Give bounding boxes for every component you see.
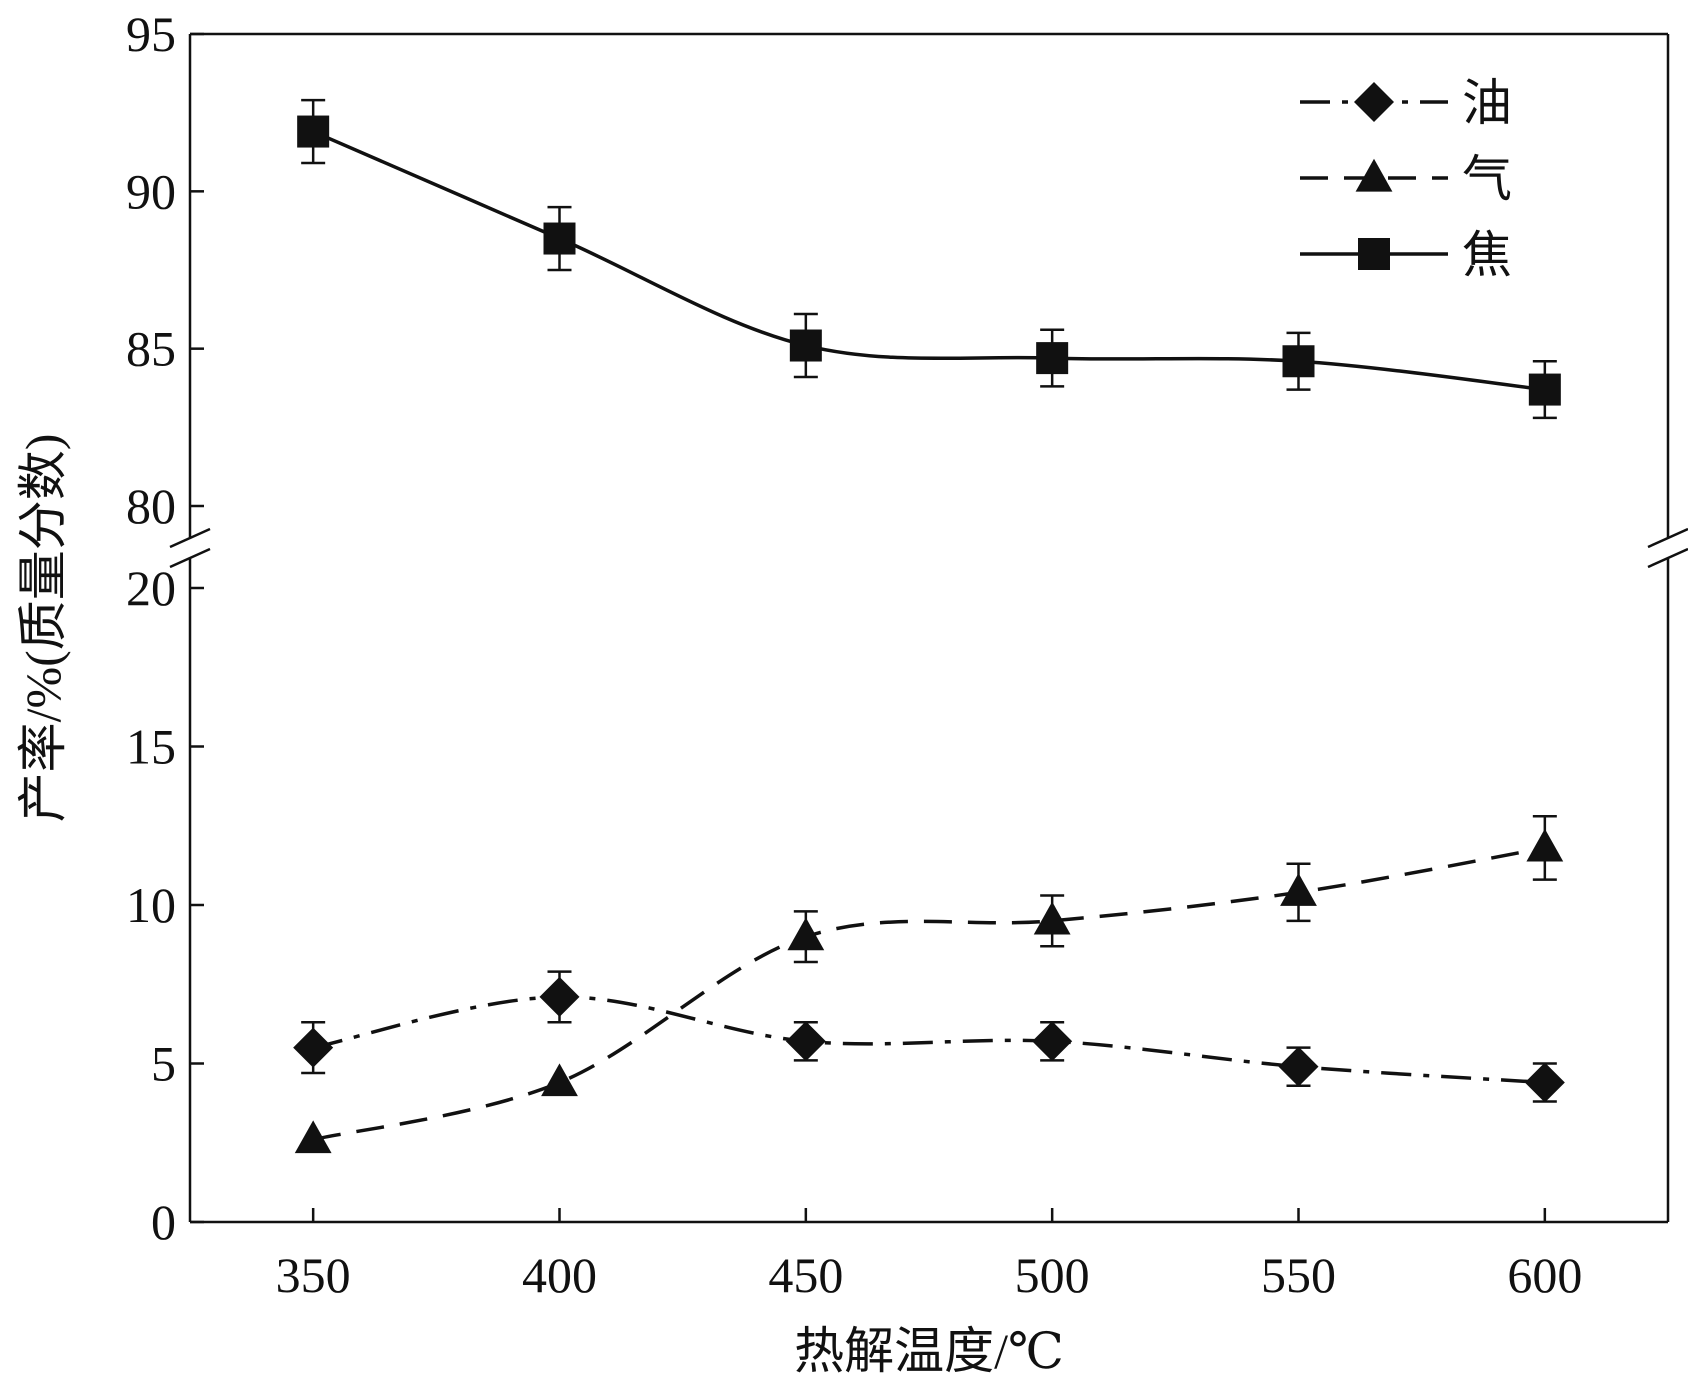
axis-break-mark (169, 547, 211, 569)
data-point (293, 1027, 334, 1068)
data-point (1526, 828, 1564, 862)
data-point (1036, 342, 1069, 375)
data-point (1278, 1046, 1319, 1087)
x-tick-label: 350 (276, 1247, 351, 1303)
x-tick-label: 550 (1261, 1247, 1336, 1303)
data-point (1280, 873, 1317, 906)
plot-frame (169, 32, 1688, 1224)
legend-label: 油 (1462, 75, 1512, 131)
data-point (1033, 901, 1071, 935)
x-axis-title: 热解温度/℃ (794, 1323, 1064, 1379)
legend: 油气焦 (1300, 75, 1512, 283)
y-tick-label: 95 (126, 6, 176, 62)
axis-ticks: 350 400 450 500 550 600 80 85 90 95 0 5 10 15 20 (126, 6, 1582, 1303)
legend-marker (1355, 158, 1393, 192)
x-tick-label: 500 (1015, 1247, 1090, 1303)
axis-break-mark (1647, 547, 1688, 569)
legend-label: 气 (1462, 151, 1512, 207)
data-point (297, 115, 330, 148)
series-1 (294, 814, 1564, 1154)
legend-marker (1354, 82, 1394, 122)
data-point (787, 917, 825, 951)
axis-break-mark (169, 527, 211, 549)
data-point (541, 1063, 578, 1097)
series-2 (297, 98, 1561, 420)
x-tick-label: 600 (1507, 1247, 1582, 1303)
data-point (1032, 1021, 1073, 1062)
data-point (1528, 373, 1561, 406)
data-point (543, 222, 576, 255)
y-tick-label: 85 (126, 321, 176, 377)
data-point (1524, 1062, 1565, 1103)
data-point (789, 329, 822, 362)
y-axis-title: 产率/%(质量分数) (15, 434, 71, 823)
data-point (1282, 345, 1315, 378)
series-line (312, 995, 1545, 1085)
data-point (539, 976, 580, 1017)
legend-label: 焦 (1462, 227, 1512, 283)
x-tick-label: 450 (768, 1247, 843, 1303)
axis-break-mark (1647, 527, 1688, 549)
y-tick-label: 15 (126, 719, 176, 775)
legend-marker (1358, 238, 1390, 270)
data-point (294, 1120, 332, 1154)
y-tick-label: 5 (151, 1036, 176, 1092)
y-tick-label: 90 (126, 163, 176, 219)
y-tick-label: 10 (126, 877, 176, 933)
y-tick-label: 0 (151, 1194, 176, 1250)
series-layer (293, 98, 1565, 1154)
data-point (785, 1021, 826, 1062)
y-tick-label: 80 (126, 478, 176, 534)
series-line (312, 129, 1546, 392)
series-0 (293, 970, 1565, 1103)
series-line (312, 846, 1546, 1142)
x-tick-label: 400 (522, 1247, 597, 1303)
y-tick-label: 20 (126, 560, 176, 616)
